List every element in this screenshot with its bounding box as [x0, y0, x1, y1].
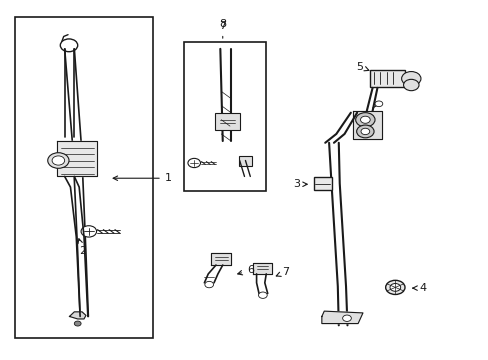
Circle shape	[360, 116, 369, 123]
Polygon shape	[69, 312, 86, 319]
Circle shape	[342, 315, 350, 321]
Circle shape	[403, 79, 418, 91]
Polygon shape	[221, 49, 230, 141]
Polygon shape	[57, 141, 97, 176]
Bar	[369, 70, 404, 87]
Bar	[215, 113, 239, 130]
Text: 2: 2	[78, 239, 86, 256]
Text: 5: 5	[355, 62, 368, 72]
Polygon shape	[253, 262, 271, 274]
Bar	[15, 17, 152, 338]
Circle shape	[48, 153, 69, 168]
Circle shape	[360, 128, 369, 135]
Text: 7: 7	[276, 267, 289, 277]
Bar	[183, 42, 265, 191]
Circle shape	[356, 125, 373, 138]
Text: 4: 4	[412, 283, 426, 293]
Circle shape	[52, 156, 64, 165]
Circle shape	[258, 292, 266, 298]
Text: 3: 3	[292, 179, 306, 189]
Circle shape	[81, 226, 96, 237]
Text: 1: 1	[113, 173, 171, 183]
Text: 6: 6	[237, 265, 253, 275]
Polygon shape	[210, 253, 231, 265]
Circle shape	[389, 283, 400, 291]
Text: 7: 7	[219, 21, 226, 38]
Polygon shape	[321, 311, 362, 324]
Bar	[313, 177, 331, 190]
Bar	[238, 156, 252, 166]
Circle shape	[374, 101, 382, 107]
Text: 8: 8	[219, 19, 226, 29]
Circle shape	[187, 158, 200, 168]
Circle shape	[385, 280, 404, 294]
Circle shape	[60, 39, 78, 52]
Circle shape	[355, 113, 374, 127]
Circle shape	[74, 321, 81, 326]
Circle shape	[204, 282, 213, 288]
Polygon shape	[352, 111, 382, 139]
Circle shape	[401, 72, 420, 86]
